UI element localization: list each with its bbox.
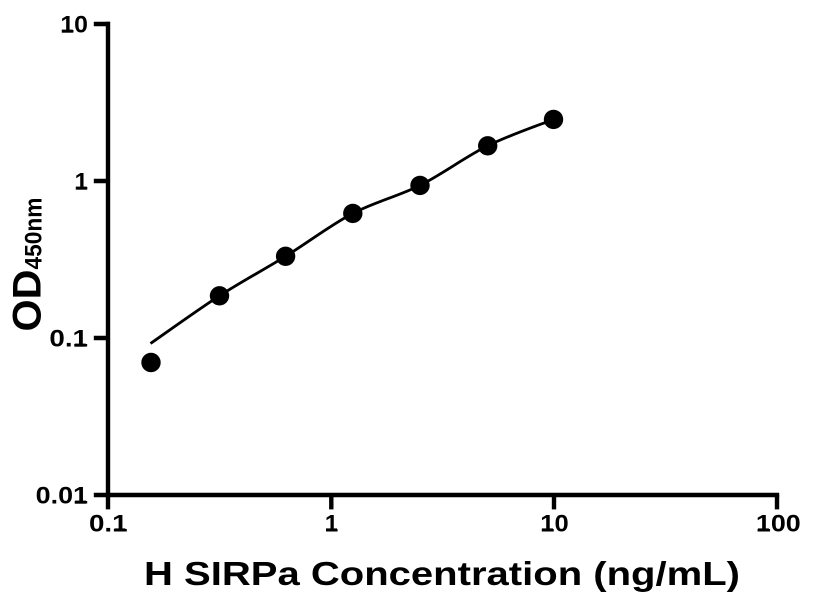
svg-text:0.01: 0.01 [36, 483, 88, 510]
svg-text:H SIRPa Concentration (ng/mL): H SIRPa Concentration (ng/mL) [144, 555, 740, 592]
svg-text:10: 10 [60, 12, 88, 39]
svg-text:0.1: 0.1 [89, 511, 128, 538]
svg-text:0.1: 0.1 [49, 326, 88, 353]
svg-text:1: 1 [75, 169, 88, 196]
svg-text:OD: OD [5, 270, 49, 332]
svg-text:100: 100 [756, 511, 801, 538]
svg-text:1: 1 [325, 511, 338, 538]
svg-text:450nm: 450nm [21, 198, 48, 270]
svg-text:10: 10 [540, 511, 568, 538]
